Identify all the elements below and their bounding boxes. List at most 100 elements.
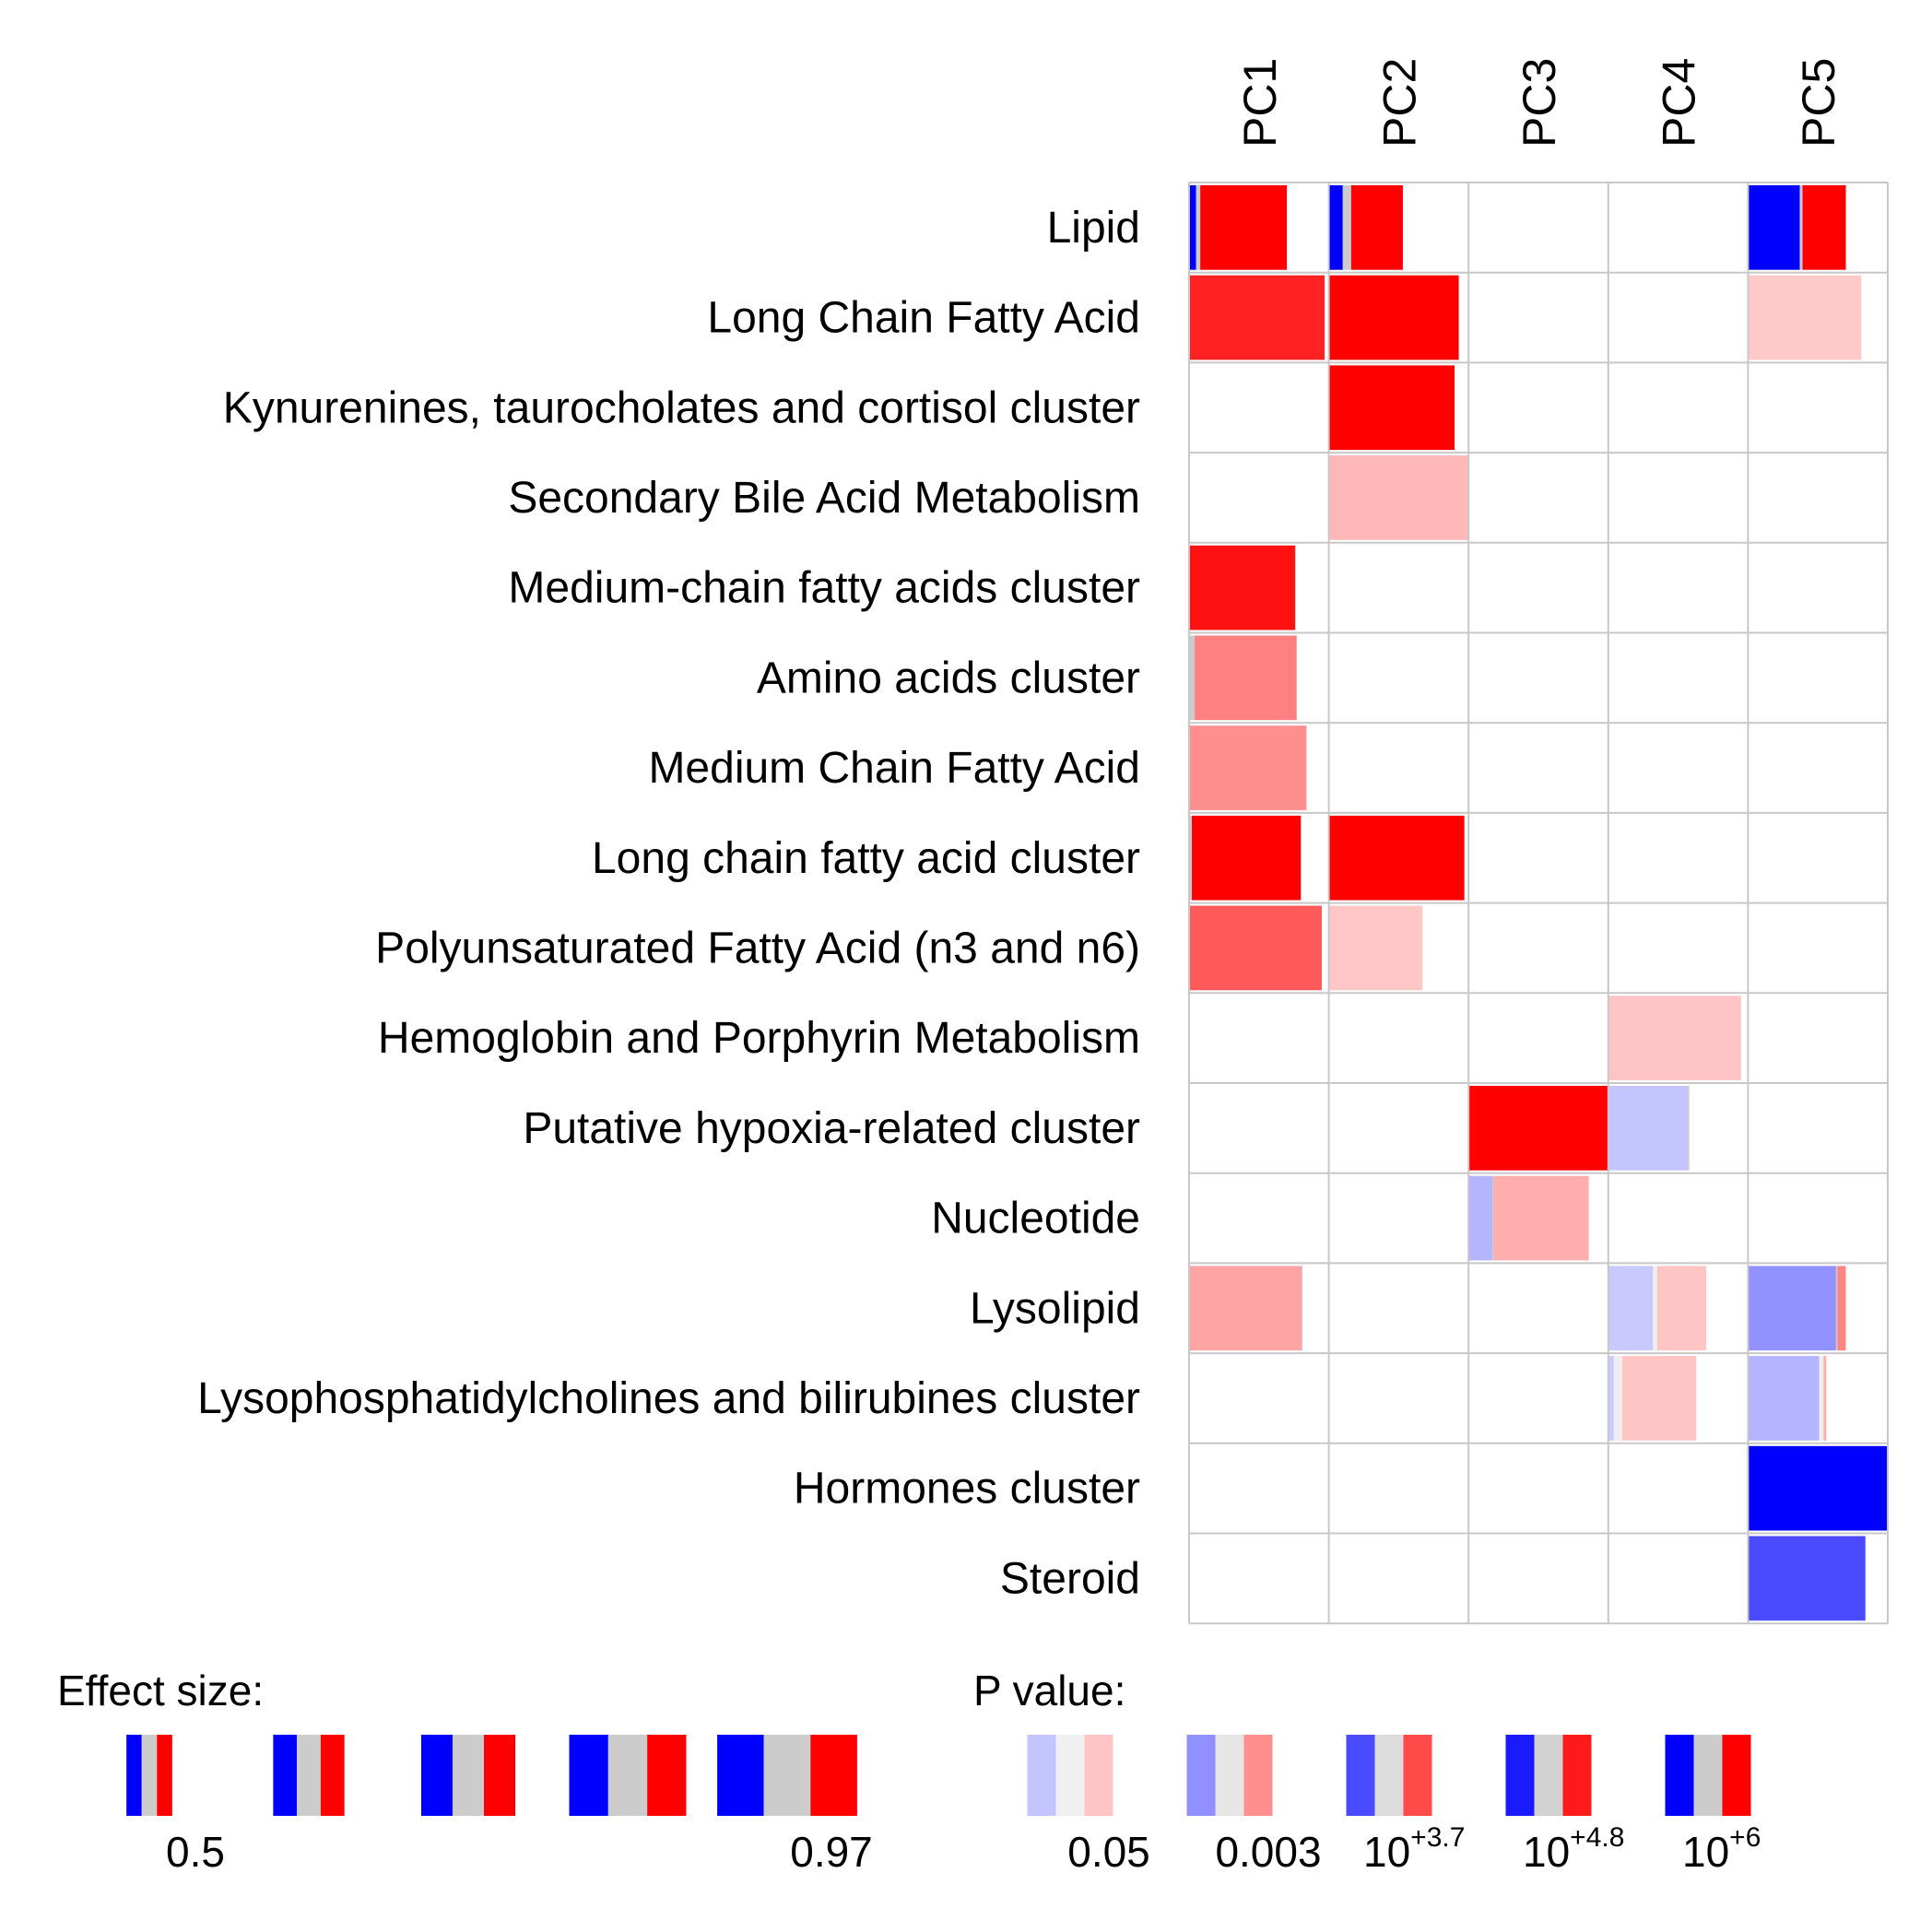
effect-size-tick-min: 0.5 xyxy=(166,1828,225,1876)
row-label: Lysophosphatidylcholines and bilirubines… xyxy=(197,1374,1140,1423)
p-value-swatch-5-positive xyxy=(1722,1735,1751,1816)
p-value-swatch-1-positive xyxy=(1084,1735,1113,1816)
effect-swatch-2-negative xyxy=(273,1735,298,1816)
row-label: Amino acids cluster xyxy=(757,654,1140,702)
cell-negative-nucleotide-pc3 xyxy=(1468,1175,1492,1261)
cell-negative-lysophosphatidylcholines-and-bilirubines-cluster-pc5 xyxy=(1748,1356,1820,1441)
cell-negative-lipid-pc5 xyxy=(1748,185,1800,270)
cell-positive-lipid-pc5 xyxy=(1802,185,1846,270)
heatmap-cells xyxy=(1189,185,1888,1621)
row-label: Steroid xyxy=(1000,1554,1140,1603)
p-value-swatch-4-neutral xyxy=(1534,1735,1563,1816)
cell-negative-lysolipid-pc4 xyxy=(1608,1266,1654,1351)
p-value-swatch-3-positive xyxy=(1403,1735,1432,1816)
cell-positive-medium-chain-fatty-acids-cluster-pc1 xyxy=(1189,545,1296,630)
cell-neutral-long-chain-fatty-acid-cluster-pc1 xyxy=(1189,815,1193,901)
p-value-swatch-3-neutral xyxy=(1374,1735,1404,1816)
row-label: Hemoglobin and Porphyrin Metabolism xyxy=(378,1014,1140,1063)
cell-negative-steroid-pc5 xyxy=(1748,1536,1866,1621)
p-value-legend: P value: 0.05 0.003 10+3.7 10+4.8 10+6 xyxy=(973,1667,1761,1876)
effect-swatch-5-neutral xyxy=(763,1735,811,1816)
row-label: Secondary Bile Acid Metabolism xyxy=(508,474,1140,523)
cell-negative-putative-hypoxia-related-cluster-pc4 xyxy=(1608,1086,1689,1171)
column-label-pc3: PC3 xyxy=(1514,58,1565,147)
row-label: Putative hypoxia-related cluster xyxy=(523,1104,1140,1153)
cell-positive-lipid-pc1 xyxy=(1200,185,1288,270)
cell-negative-lipid-pc1 xyxy=(1189,185,1196,270)
cell-neutral-lysophosphatidylcholines-and-bilirubines-cluster-pc5 xyxy=(1819,1356,1824,1441)
row-labels: Lipid Long Chain Fatty Acid Kynurenines, t… xyxy=(197,204,1140,1603)
p-value-tick: 10+6 xyxy=(1682,1822,1761,1876)
row-label: Long Chain Fatty Acid xyxy=(707,294,1140,343)
effect-swatch-3-positive xyxy=(484,1735,516,1816)
cell-positive-lysophosphatidylcholines-and-bilirubines-cluster-pc5 xyxy=(1823,1356,1827,1441)
row-label: Medium-chain fatty acids cluster xyxy=(508,564,1140,613)
cell-negative-lysolipid-pc5 xyxy=(1748,1266,1836,1351)
p-value-swatch-5-negative xyxy=(1665,1735,1694,1816)
p-value-swatch-5-neutral xyxy=(1693,1735,1723,1816)
row-label: Hormones cluster xyxy=(794,1465,1140,1514)
row-label: Nucleotide xyxy=(931,1195,1140,1243)
p-value-tick: 10+4.8 xyxy=(1523,1822,1624,1876)
column-label-pc2: PC2 xyxy=(1373,58,1425,147)
cell-positive-nucleotide-pc3 xyxy=(1493,1175,1589,1261)
cell-positive-kynurenines-taurocholates-and-cortisol-cluster-pc2 xyxy=(1328,365,1455,451)
p-value-swatch-1-negative xyxy=(1027,1735,1056,1816)
p-value-swatch-2-positive xyxy=(1243,1735,1273,1816)
column-label-pc4: PC4 xyxy=(1654,58,1705,147)
cell-neutral-lysolipid-pc4 xyxy=(1653,1266,1657,1351)
effect-swatch-3-neutral xyxy=(452,1735,485,1816)
p-value-swatch-4-positive xyxy=(1562,1735,1592,1816)
cell-positive-long-chain-fatty-acid-cluster-pc2 xyxy=(1328,815,1465,901)
row-label: Lipid xyxy=(1047,204,1140,253)
row-label: Kynurenines, taurocholates and cortisol … xyxy=(223,383,1140,432)
cell-neutral-lipid-pc1 xyxy=(1196,185,1201,270)
effect-size-legend-title: Effect size: xyxy=(57,1667,264,1714)
cell-positive-polyunsaturated-fatty-acid-n3-and-n6-pc2 xyxy=(1328,905,1423,991)
cell-negative-hormones-cluster-pc5 xyxy=(1748,1445,1888,1531)
effect-swatch-2-positive xyxy=(320,1735,345,1816)
cell-positive-amino-acids-cluster-pc1 xyxy=(1195,635,1297,721)
p-value-tick: 10+3.7 xyxy=(1363,1822,1465,1876)
cell-neutral-lysophosphatidylcholines-and-bilirubines-cluster-pc4 xyxy=(1613,1356,1622,1441)
p-value-tick: 0.003 xyxy=(1215,1828,1321,1876)
column-label-pc5: PC5 xyxy=(1793,58,1844,147)
cell-positive-long-chain-fatty-acid-cluster-pc1 xyxy=(1192,815,1302,901)
row-label: Lysolipid xyxy=(970,1284,1140,1333)
cell-neutral-lipid-pc2 xyxy=(1342,185,1351,270)
cell-positive-lysolipid-pc1 xyxy=(1189,1266,1302,1351)
column-labels: PC1 PC2 PC3 PC4 PC5 xyxy=(1234,58,1844,147)
effect-size-legend: Effect size: 0.5 0.97 xyxy=(57,1667,873,1876)
effect-swatch-2-neutral xyxy=(297,1735,321,1816)
cell-positive-medium-chain-fatty-acid-pc1 xyxy=(1189,725,1307,810)
effect-swatch-4-neutral xyxy=(607,1735,648,1816)
p-value-swatch-2-neutral xyxy=(1215,1735,1244,1816)
cell-positive-lysolipid-pc5 xyxy=(1837,1266,1846,1351)
effect-size-tick-max: 0.97 xyxy=(790,1828,873,1876)
cell-positive-long-chain-fatty-acid-pc5 xyxy=(1748,275,1862,360)
cell-neutral-amino-acids-cluster-pc1 xyxy=(1189,635,1196,721)
effect-swatch-1-negative xyxy=(126,1735,142,1816)
cell-neutral-lipid-pc5 xyxy=(1799,185,1803,270)
cell-positive-secondary-bile-acid-metabolism-pc2 xyxy=(1328,455,1469,540)
cell-positive-hemoglobin-and-porphyrin-metabolism-pc4 xyxy=(1608,995,1741,1080)
cell-neutral-nucleotide-pc3 xyxy=(1491,1175,1494,1261)
p-value-legend-title: P value: xyxy=(973,1667,1125,1714)
row-label: Medium Chain Fatty Acid xyxy=(648,744,1140,793)
heatmap-grid xyxy=(1188,182,1889,1625)
cell-positive-long-chain-fatty-acid-pc2 xyxy=(1328,275,1459,360)
cell-neutral-lysolipid-pc5 xyxy=(1835,1266,1838,1351)
effect-swatch-5-negative xyxy=(717,1735,764,1816)
cell-positive-lysolipid-pc4 xyxy=(1656,1266,1706,1351)
cell-positive-polyunsaturated-fatty-acid-n3-and-n6-pc1 xyxy=(1189,905,1323,991)
p-value-tick: 0.05 xyxy=(1067,1828,1150,1876)
effect-swatch-4-negative xyxy=(569,1735,608,1816)
p-value-swatch-1-neutral xyxy=(1055,1735,1085,1816)
cell-neutral-putative-hypoxia-related-cluster-pc4 xyxy=(1688,1086,1690,1171)
cell-positive-lipid-pc2 xyxy=(1350,185,1403,270)
effect-swatch-3-negative xyxy=(420,1735,453,1816)
row-label: Polyunsaturated Fatty Acid (n3 and n6) xyxy=(375,924,1140,972)
cell-positive-long-chain-fatty-acid-pc1 xyxy=(1189,275,1325,360)
effect-swatch-1-positive xyxy=(157,1735,172,1816)
